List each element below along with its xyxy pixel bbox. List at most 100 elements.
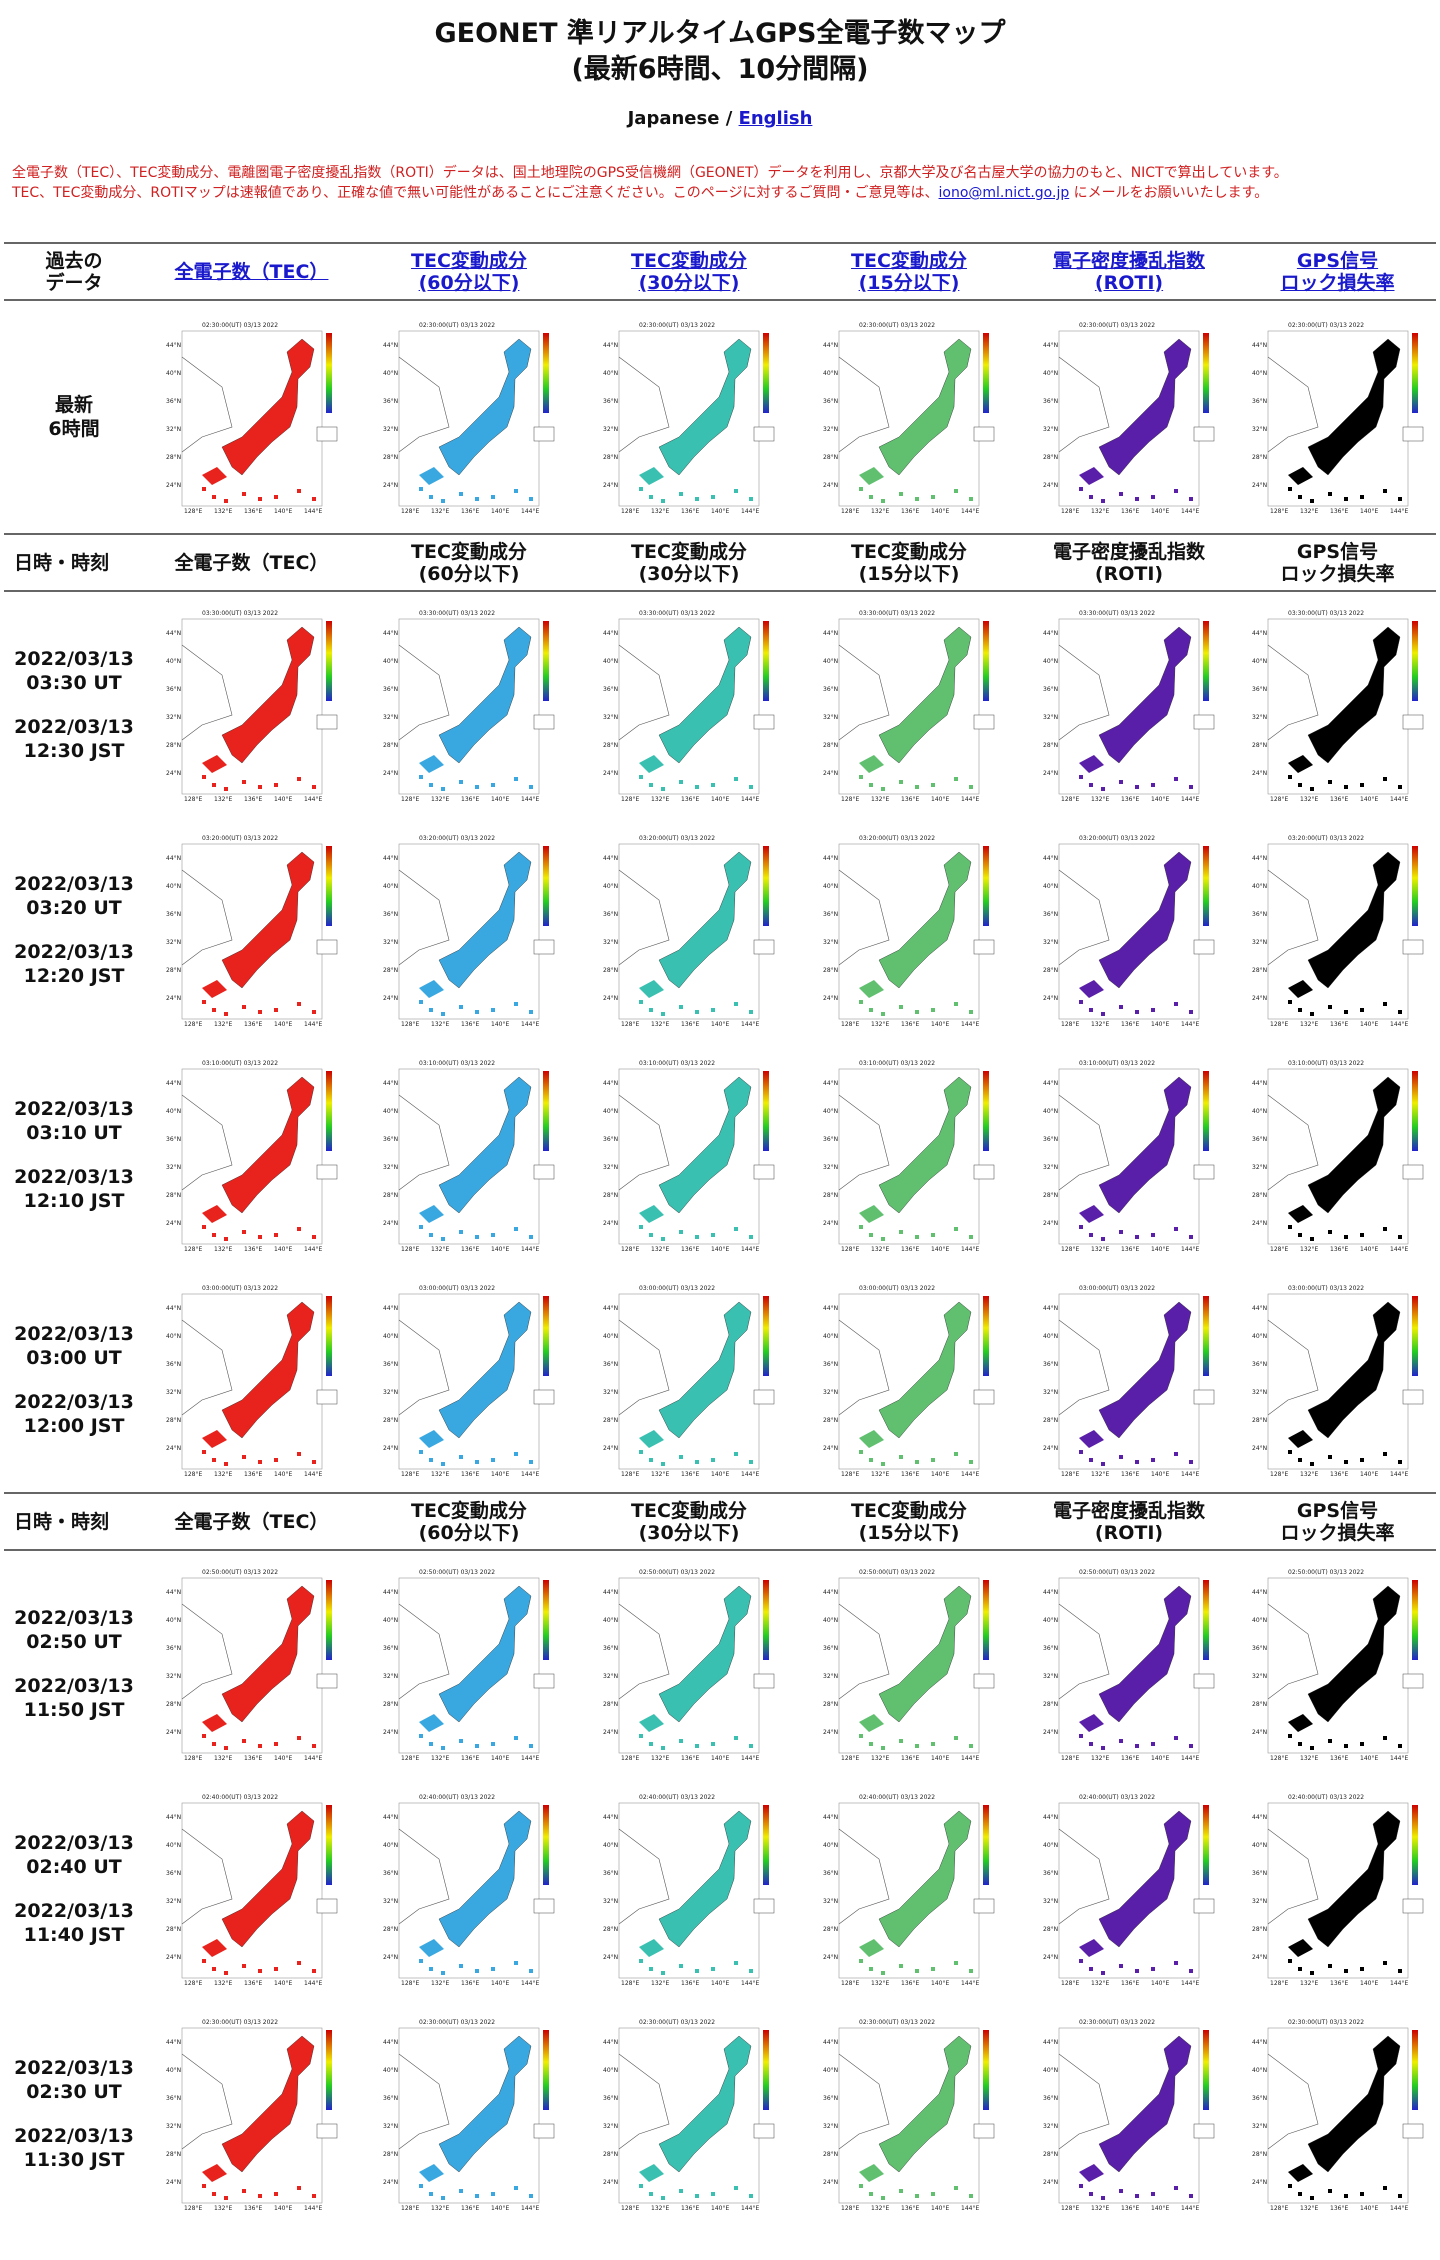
map-cell[interactable]: 02:40:00(UT) 03/13 2022 44°N 40°N 36°N 32°N… <box>799 1776 1019 2001</box>
map-image[interactable]: 02:30:00(UT) 03/13 2022 44°N 40°N 36°N 32°N… <box>1039 2014 1219 2214</box>
map-image[interactable]: 02:40:00(UT) 03/13 2022 44°N 40°N 36°N 32°N… <box>599 1789 779 1989</box>
map-cell[interactable]: 03:20:00(UT) 03/13 2022 44°N 40°N 36°N 32°N… <box>579 817 799 1042</box>
map-cell[interactable]: 02:30:00(UT) 03/13 2022 44°N 40°N 36°N 32°N… <box>1239 300 1436 534</box>
map-cell[interactable]: 02:30:00(UT) 03/13 2022 44°N 40°N 36°N 32°N… <box>799 300 1019 534</box>
map-cell[interactable]: 03:00:00(UT) 03/13 2022 44°N 40°N 36°N 32°N… <box>799 1267 1019 1493</box>
map-image[interactable]: 02:30:00(UT) 03/13 2022 44°N 40°N 36°N 32°N… <box>819 317 999 517</box>
map-cell[interactable]: 02:50:00(UT) 03/13 2022 44°N 40°N 36°N 32°N… <box>799 1550 1019 1776</box>
map-cell[interactable]: 03:30:00(UT) 03/13 2022 44°N 40°N 36°N 32°N… <box>1239 591 1436 817</box>
map-cell[interactable]: 02:30:00(UT) 03/13 2022 44°N 40°N 36°N 32°N… <box>579 2001 799 2226</box>
top-header-link[interactable]: TEC変動成分 (60分以下) <box>411 249 527 294</box>
map-image[interactable]: 03:30:00(UT) 03/13 2022 44°N 40°N 36°N 32°N… <box>819 605 999 805</box>
map-cell[interactable]: 03:10:00(UT) 03/13 2022 44°N 40°N 36°N 32°N… <box>359 1042 579 1267</box>
map-image[interactable]: 02:30:00(UT) 03/13 2022 44°N 40°N 36°N 32°N… <box>379 317 559 517</box>
map-cell[interactable]: 03:30:00(UT) 03/13 2022 44°N 40°N 36°N 32°N… <box>1019 591 1239 817</box>
map-cell[interactable]: 02:30:00(UT) 03/13 2022 44°N 40°N 36°N 32°N… <box>359 2001 579 2226</box>
map-image[interactable]: 02:30:00(UT) 03/13 2022 44°N 40°N 36°N 32°N… <box>1248 317 1428 517</box>
map-cell[interactable]: 03:20:00(UT) 03/13 2022 44°N 40°N 36°N 32°N… <box>799 817 1019 1042</box>
map-cell[interactable]: 03:00:00(UT) 03/13 2022 44°N 40°N 36°N 32°N… <box>579 1267 799 1493</box>
map-cell[interactable]: 02:30:00(UT) 03/13 2022 44°N 40°N 36°N 32°N… <box>144 2001 359 2226</box>
map-image[interactable]: 02:40:00(UT) 03/13 2022 44°N 40°N 36°N 32°N… <box>162 1789 342 1989</box>
map-cell[interactable]: 03:10:00(UT) 03/13 2022 44°N 40°N 36°N 32°N… <box>799 1042 1019 1267</box>
map-image[interactable]: 03:10:00(UT) 03/13 2022 44°N 40°N 36°N 32°N… <box>1248 1055 1428 1255</box>
map-cell[interactable]: 02:50:00(UT) 03/13 2022 44°N 40°N 36°N 32°N… <box>144 1550 359 1776</box>
top-header-link[interactable]: TEC変動成分 (30分以下) <box>631 249 747 294</box>
map-image[interactable]: 03:30:00(UT) 03/13 2022 44°N 40°N 36°N 32°N… <box>1248 605 1428 805</box>
top-header-link[interactable]: GPS信号 ロック損失率 <box>1280 249 1395 294</box>
map-cell[interactable]: 03:30:00(UT) 03/13 2022 44°N 40°N 36°N 32°N… <box>579 591 799 817</box>
map-image[interactable]: 02:50:00(UT) 03/13 2022 44°N 40°N 36°N 32°N… <box>1039 1564 1219 1764</box>
map-cell[interactable]: 03:30:00(UT) 03/13 2022 44°N 40°N 36°N 32°N… <box>359 591 579 817</box>
map-cell[interactable]: 03:20:00(UT) 03/13 2022 44°N 40°N 36°N 32°N… <box>1019 817 1239 1042</box>
map-image[interactable]: 03:10:00(UT) 03/13 2022 44°N 40°N 36°N 32°N… <box>162 1055 342 1255</box>
map-image[interactable]: 03:30:00(UT) 03/13 2022 44°N 40°N 36°N 32°N… <box>599 605 779 805</box>
map-image[interactable]: 02:40:00(UT) 03/13 2022 44°N 40°N 36°N 32°N… <box>1248 1789 1428 1989</box>
map-image[interactable]: 03:20:00(UT) 03/13 2022 44°N 40°N 36°N 32°N… <box>1039 830 1219 1030</box>
map-image[interactable]: 02:50:00(UT) 03/13 2022 44°N 40°N 36°N 32°N… <box>379 1564 559 1764</box>
top-header-link[interactable]: TEC変動成分 (15分以下) <box>851 249 967 294</box>
contact-email-link[interactable]: iono@ml.nict.go.jp <box>938 185 1070 201</box>
map-cell[interactable]: 02:40:00(UT) 03/13 2022 44°N 40°N 36°N 32°N… <box>144 1776 359 2001</box>
map-image[interactable]: 03:20:00(UT) 03/13 2022 44°N 40°N 36°N 32°N… <box>819 830 999 1030</box>
map-image[interactable]: 03:10:00(UT) 03/13 2022 44°N 40°N 36°N 32°N… <box>599 1055 779 1255</box>
map-cell[interactable]: 03:10:00(UT) 03/13 2022 44°N 40°N 36°N 32°N… <box>1239 1042 1436 1267</box>
map-cell[interactable]: 03:00:00(UT) 03/13 2022 44°N 40°N 36°N 32°N… <box>1239 1267 1436 1493</box>
map-cell[interactable]: 02:30:00(UT) 03/13 2022 44°N 40°N 36°N 32°N… <box>1019 300 1239 534</box>
map-image[interactable]: 02:30:00(UT) 03/13 2022 44°N 40°N 36°N 32°N… <box>162 317 342 517</box>
map-image[interactable]: 02:50:00(UT) 03/13 2022 44°N 40°N 36°N 32°N… <box>819 1564 999 1764</box>
map-cell[interactable]: 03:20:00(UT) 03/13 2022 44°N 40°N 36°N 32°N… <box>1239 817 1436 1042</box>
map-cell[interactable]: 03:20:00(UT) 03/13 2022 44°N 40°N 36°N 32°N… <box>359 817 579 1042</box>
map-image[interactable]: 02:30:00(UT) 03/13 2022 44°N 40°N 36°N 32°N… <box>599 2014 779 2214</box>
map-cell[interactable]: 03:10:00(UT) 03/13 2022 44°N 40°N 36°N 32°N… <box>1019 1042 1239 1267</box>
map-cell[interactable]: 02:30:00(UT) 03/13 2022 44°N 40°N 36°N 32°N… <box>1239 2001 1436 2226</box>
map-cell[interactable]: 02:50:00(UT) 03/13 2022 44°N 40°N 36°N 32°N… <box>359 1550 579 1776</box>
map-cell[interactable]: 03:00:00(UT) 03/13 2022 44°N 40°N 36°N 32°N… <box>359 1267 579 1493</box>
map-cell[interactable]: 03:30:00(UT) 03/13 2022 44°N 40°N 36°N 32°N… <box>144 591 359 817</box>
map-cell[interactable]: 03:00:00(UT) 03/13 2022 44°N 40°N 36°N 32°N… <box>144 1267 359 1493</box>
map-cell[interactable]: 03:20:00(UT) 03/13 2022 44°N 40°N 36°N 32°N… <box>144 817 359 1042</box>
map-cell[interactable]: 02:40:00(UT) 03/13 2022 44°N 40°N 36°N 32°N… <box>359 1776 579 2001</box>
map-image[interactable]: 02:30:00(UT) 03/13 2022 44°N 40°N 36°N 32°N… <box>1248 2014 1428 2214</box>
map-cell[interactable]: 02:30:00(UT) 03/13 2022 44°N 40°N 36°N 32°N… <box>579 300 799 534</box>
map-image[interactable]: 03:10:00(UT) 03/13 2022 44°N 40°N 36°N 32°N… <box>819 1055 999 1255</box>
map-image[interactable]: 02:40:00(UT) 03/13 2022 44°N 40°N 36°N 32°N… <box>1039 1789 1219 1989</box>
map-image[interactable]: 02:30:00(UT) 03/13 2022 44°N 40°N 36°N 32°N… <box>379 2014 559 2214</box>
top-header-link[interactable]: 電子密度擾乱指数 (ROTI) <box>1052 249 1205 294</box>
map-image[interactable]: 03:00:00(UT) 03/13 2022 44°N 40°N 36°N 32°N… <box>1248 1280 1428 1480</box>
map-image[interactable]: 03:30:00(UT) 03/13 2022 44°N 40°N 36°N 32°N… <box>162 605 342 805</box>
map-image[interactable]: 03:10:00(UT) 03/13 2022 44°N 40°N 36°N 32°N… <box>379 1055 559 1255</box>
map-cell[interactable]: 02:50:00(UT) 03/13 2022 44°N 40°N 36°N 32°N… <box>1239 1550 1436 1776</box>
map-cell[interactable]: 03:10:00(UT) 03/13 2022 44°N 40°N 36°N 32°N… <box>579 1042 799 1267</box>
map-image[interactable]: 02:30:00(UT) 03/13 2022 44°N 40°N 36°N 32°N… <box>819 2014 999 2214</box>
map-image[interactable]: 03:30:00(UT) 03/13 2022 44°N 40°N 36°N 32°N… <box>379 605 559 805</box>
map-image[interactable]: 02:50:00(UT) 03/13 2022 44°N 40°N 36°N 32°N… <box>1248 1564 1428 1764</box>
map-image[interactable]: 03:20:00(UT) 03/13 2022 44°N 40°N 36°N 32°N… <box>162 830 342 1030</box>
map-cell[interactable]: 02:30:00(UT) 03/13 2022 44°N 40°N 36°N 32°N… <box>799 2001 1019 2226</box>
map-image[interactable]: 02:30:00(UT) 03/13 2022 44°N 40°N 36°N 32°N… <box>162 2014 342 2214</box>
map-image[interactable]: 03:00:00(UT) 03/13 2022 44°N 40°N 36°N 32°N… <box>379 1280 559 1480</box>
map-image[interactable]: 02:40:00(UT) 03/13 2022 44°N 40°N 36°N 32°N… <box>819 1789 999 1989</box>
top-header-link[interactable]: 全電子数（TEC） <box>174 260 329 283</box>
map-cell[interactable]: 02:30:00(UT) 03/13 2022 44°N 40°N 36°N 32°N… <box>359 300 579 534</box>
map-image[interactable]: 03:00:00(UT) 03/13 2022 44°N 40°N 36°N 32°N… <box>162 1280 342 1480</box>
map-cell[interactable]: 02:40:00(UT) 03/13 2022 44°N 40°N 36°N 32°N… <box>1239 1776 1436 2001</box>
map-image[interactable]: 03:30:00(UT) 03/13 2022 44°N 40°N 36°N 32°N… <box>1039 605 1219 805</box>
map-image[interactable]: 02:50:00(UT) 03/13 2022 44°N 40°N 36°N 32°N… <box>162 1564 342 1764</box>
map-image[interactable]: 03:00:00(UT) 03/13 2022 44°N 40°N 36°N 32°N… <box>599 1280 779 1480</box>
map-image[interactable]: 02:30:00(UT) 03/13 2022 44°N 40°N 36°N 32°N… <box>599 317 779 517</box>
map-cell[interactable]: 02:40:00(UT) 03/13 2022 44°N 40°N 36°N 32°N… <box>1019 1776 1239 2001</box>
map-image[interactable]: 03:10:00(UT) 03/13 2022 44°N 40°N 36°N 32°N… <box>1039 1055 1219 1255</box>
map-image[interactable]: 03:20:00(UT) 03/13 2022 44°N 40°N 36°N 32°N… <box>599 830 779 1030</box>
map-image[interactable]: 02:40:00(UT) 03/13 2022 44°N 40°N 36°N 32°N… <box>379 1789 559 1989</box>
map-image[interactable]: 03:20:00(UT) 03/13 2022 44°N 40°N 36°N 32°N… <box>1248 830 1428 1030</box>
map-image[interactable]: 03:00:00(UT) 03/13 2022 44°N 40°N 36°N 32°N… <box>819 1280 999 1480</box>
language-english-link[interactable]: English <box>738 108 813 129</box>
map-image[interactable]: 03:00:00(UT) 03/13 2022 44°N 40°N 36°N 32°N… <box>1039 1280 1219 1480</box>
map-cell[interactable]: 03:30:00(UT) 03/13 2022 44°N 40°N 36°N 32°N… <box>799 591 1019 817</box>
map-cell[interactable]: 02:30:00(UT) 03/13 2022 44°N 40°N 36°N 32°N… <box>144 300 359 534</box>
map-cell[interactable]: 03:00:00(UT) 03/13 2022 44°N 40°N 36°N 32°N… <box>1019 1267 1239 1493</box>
map-cell[interactable]: 02:40:00(UT) 03/13 2022 44°N 40°N 36°N 32°N… <box>579 1776 799 2001</box>
map-image[interactable]: 03:20:00(UT) 03/13 2022 44°N 40°N 36°N 32°N… <box>379 830 559 1030</box>
map-cell[interactable]: 02:50:00(UT) 03/13 2022 44°N 40°N 36°N 32°N… <box>579 1550 799 1776</box>
map-cell[interactable]: 03:10:00(UT) 03/13 2022 44°N 40°N 36°N 32°N… <box>144 1042 359 1267</box>
